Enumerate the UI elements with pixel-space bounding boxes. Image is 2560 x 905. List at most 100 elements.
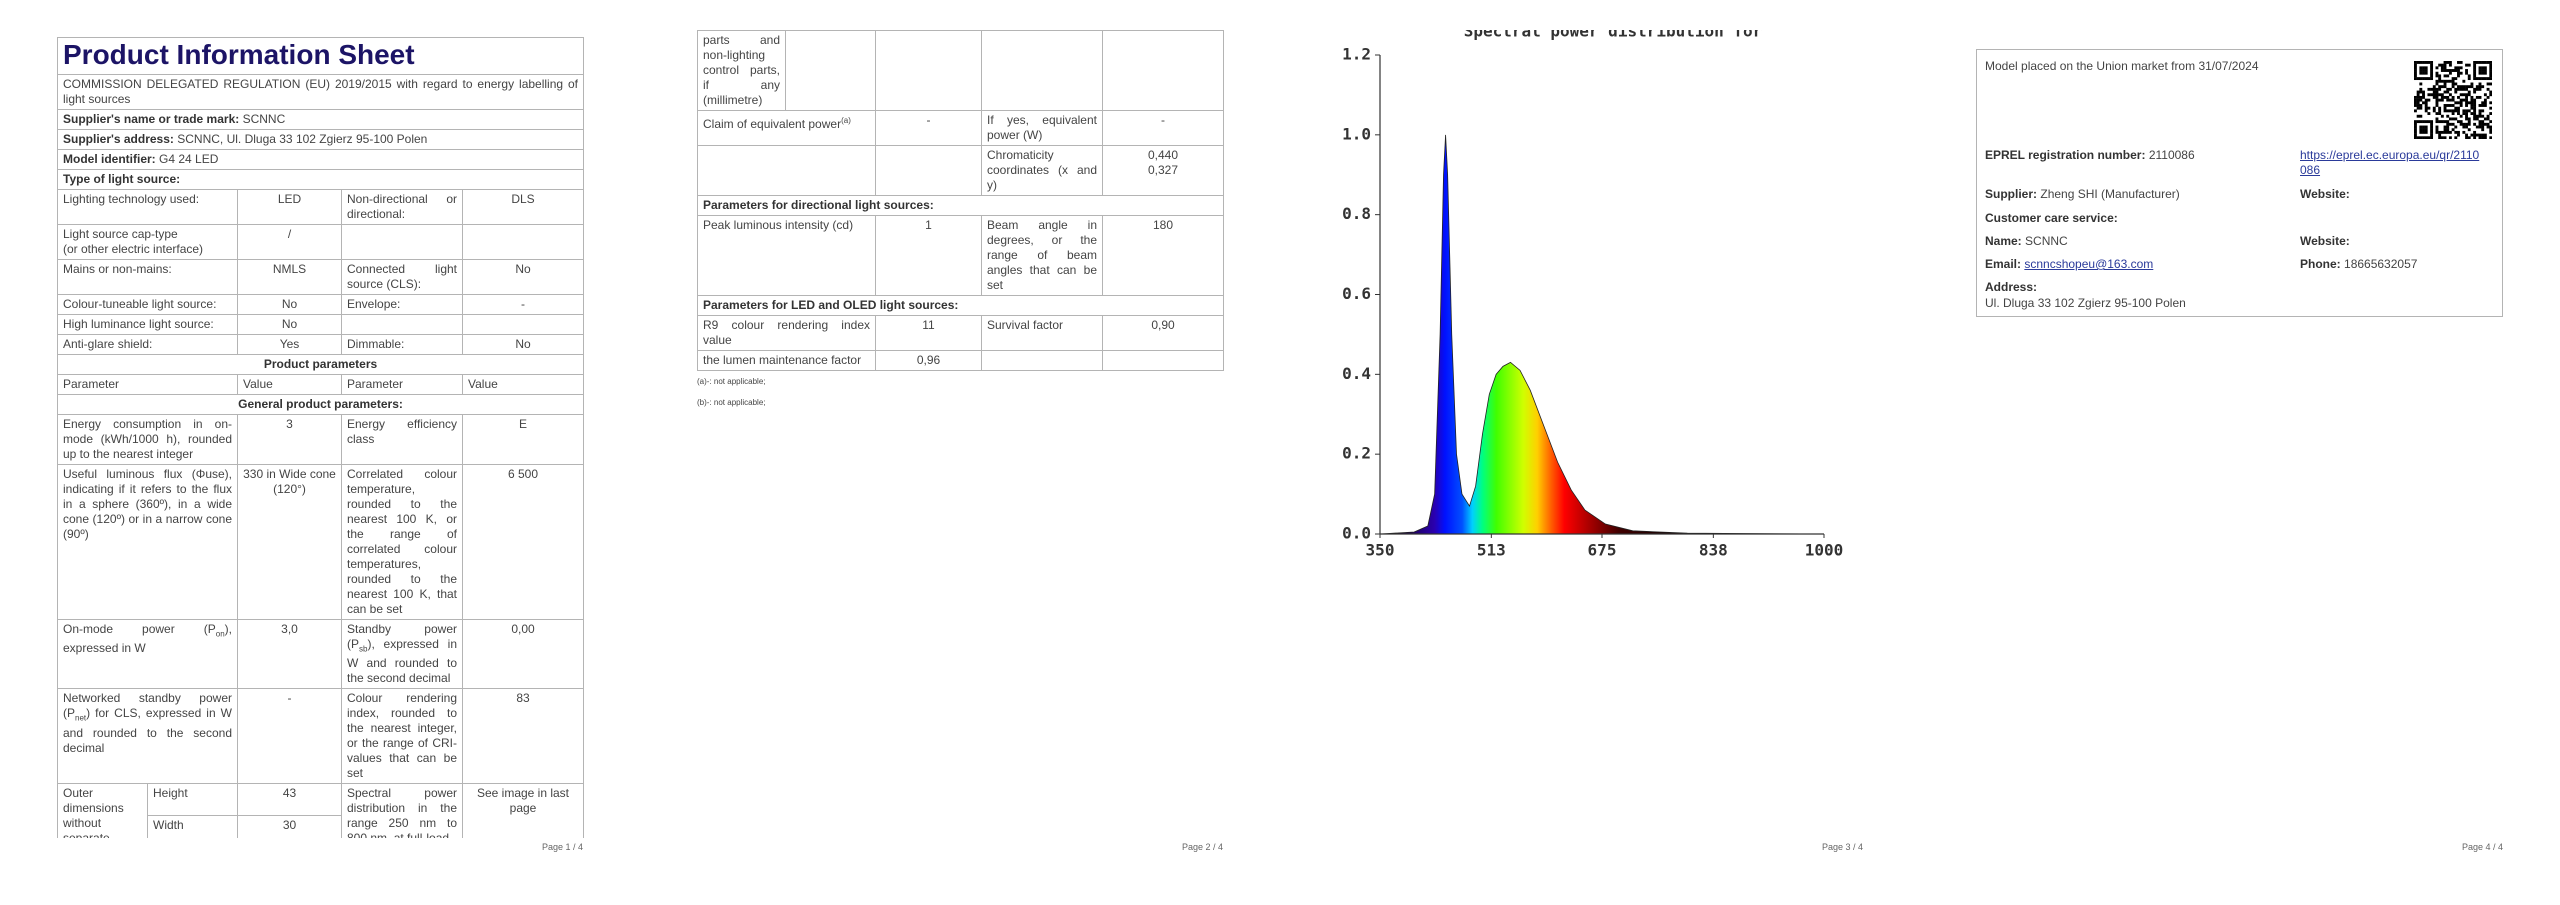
qr-module — [2489, 106, 2492, 110]
qr-module — [2457, 130, 2460, 134]
table-row: Claim of equivalent power(a) - If yes, equ… — [697, 110, 1224, 146]
qr-module — [2427, 112, 2431, 115]
qr-module — [2478, 95, 2482, 99]
website-label: Website: — [2300, 234, 2350, 248]
qr-module — [2454, 77, 2458, 81]
qr-module — [2451, 109, 2455, 113]
qr-module — [2422, 71, 2425, 75]
qr-module — [2435, 130, 2439, 134]
qr-module — [2481, 125, 2485, 129]
qr-module — [2435, 90, 2439, 94]
qr-module — [2467, 109, 2471, 113]
table-cell: 3 — [237, 414, 342, 465]
table-row: Mains or non-mains: NMLS Connected light s… — [57, 259, 584, 295]
tbody: parts and non-lighting control parts, if… — [697, 30, 1224, 371]
table-row: Supplier's name or trade mark: SCNNC — [57, 109, 584, 130]
qr-module — [2440, 136, 2444, 139]
qr-module — [2465, 87, 2468, 91]
qr-module — [2419, 77, 2423, 81]
qr-module — [2478, 69, 2482, 72]
table-cell: See image in last page — [462, 783, 584, 838]
qr-module — [2465, 125, 2468, 129]
qr-module — [2486, 122, 2490, 126]
qr-module — [2473, 114, 2477, 118]
qr-module — [2483, 122, 2487, 126]
qr-module — [2478, 85, 2482, 89]
qr-module — [2435, 120, 2439, 124]
qr-module — [2430, 125, 2434, 129]
table-row: COMMISSION DELEGATED REGULATION (EU) 201… — [57, 74, 584, 110]
qr-module — [2419, 71, 2423, 75]
phone: Phone: 18665632057 — [2300, 257, 2417, 271]
eprel-link[interactable]: https://eprel.ec.europa.eu/qr/2110086 — [2300, 148, 2480, 177]
qr-module — [2454, 125, 2458, 129]
qr-module — [2416, 136, 2420, 139]
qr-module — [2419, 128, 2423, 132]
table-row: Lighting technology used: LED Non-directio… — [57, 189, 584, 225]
qr-module — [2440, 85, 2444, 89]
table-cell: 330 in Wide cone (120°) — [237, 464, 342, 620]
qr-module — [2454, 106, 2458, 110]
qr-module — [2481, 122, 2485, 126]
qr-module — [2427, 61, 2431, 64]
qr-module — [2473, 66, 2477, 70]
qr-module — [2483, 71, 2487, 75]
qr-module — [2416, 104, 2420, 107]
spectrum-chart: Spectral power distribution for 0.0 0.2 0.… — [1342, 30, 1843, 560]
qr-module — [2440, 63, 2444, 67]
qr-module — [2424, 101, 2428, 105]
qr-module — [2435, 71, 2439, 75]
y-tick-label: 0.0 — [1342, 524, 1371, 543]
qr-module — [2481, 69, 2485, 72]
table-row: Energy consumption in on-mode (kWh/1000 … — [57, 414, 584, 465]
table-cell — [462, 224, 584, 260]
qr-module — [2483, 61, 2487, 64]
qr-module — [2422, 90, 2425, 94]
qr-module — [2473, 101, 2477, 105]
qr-module — [2443, 120, 2447, 124]
qr-module — [2422, 101, 2425, 105]
qr-module — [2470, 106, 2474, 110]
qr-module — [2443, 69, 2447, 72]
qr-module — [2475, 85, 2479, 89]
table-row: High luminance light source: No — [57, 314, 584, 335]
qr-module — [2489, 93, 2492, 97]
table-cell: On-mode power (Pon), expressed in W — [57, 618, 238, 690]
qr-module — [2465, 122, 2468, 126]
value: SCNNC — [242, 112, 286, 126]
qr-module — [2424, 120, 2428, 124]
qr-module — [2451, 117, 2455, 121]
label: Phone: — [2300, 257, 2341, 271]
qr-module — [2467, 117, 2471, 121]
qr-module — [2435, 93, 2439, 97]
eprel: EPREL registration number: 2110086 — [1985, 148, 2195, 162]
table-cell: General product parameters: — [57, 394, 584, 415]
qr-module — [2451, 104, 2455, 107]
qr-module — [2459, 93, 2463, 97]
table-cell: Value — [237, 374, 342, 395]
qr-module — [2465, 136, 2468, 139]
text-part: ), expressed in W and rounded to the sec… — [347, 637, 457, 686]
qr-module — [2438, 74, 2442, 78]
table-row: Parameters for directional light sources… — [697, 195, 1224, 216]
qr-module — [2473, 109, 2477, 113]
qr-module — [2470, 82, 2474, 86]
qr-module — [2486, 87, 2490, 91]
qr-module — [2473, 112, 2477, 115]
page-1: Product Information Sheet COMMISSION DELE… — [57, 37, 584, 838]
qr-module — [2473, 69, 2477, 72]
qr-module — [2451, 122, 2455, 126]
qr-module — [2416, 77, 2420, 81]
qr-module — [2414, 69, 2417, 72]
qr-module — [2446, 122, 2450, 126]
qr-module — [2443, 109, 2447, 113]
x-tick-label: 513 — [1477, 541, 1506, 560]
qr-module — [2422, 128, 2425, 132]
qr-module — [2457, 69, 2460, 72]
qr-module — [2473, 136, 2477, 139]
qr-module — [2435, 125, 2439, 129]
table-cell: 30 — [237, 815, 342, 838]
qr-module — [2473, 133, 2477, 137]
email-link[interactable]: scnncshopeu@163.com — [2024, 257, 2154, 271]
